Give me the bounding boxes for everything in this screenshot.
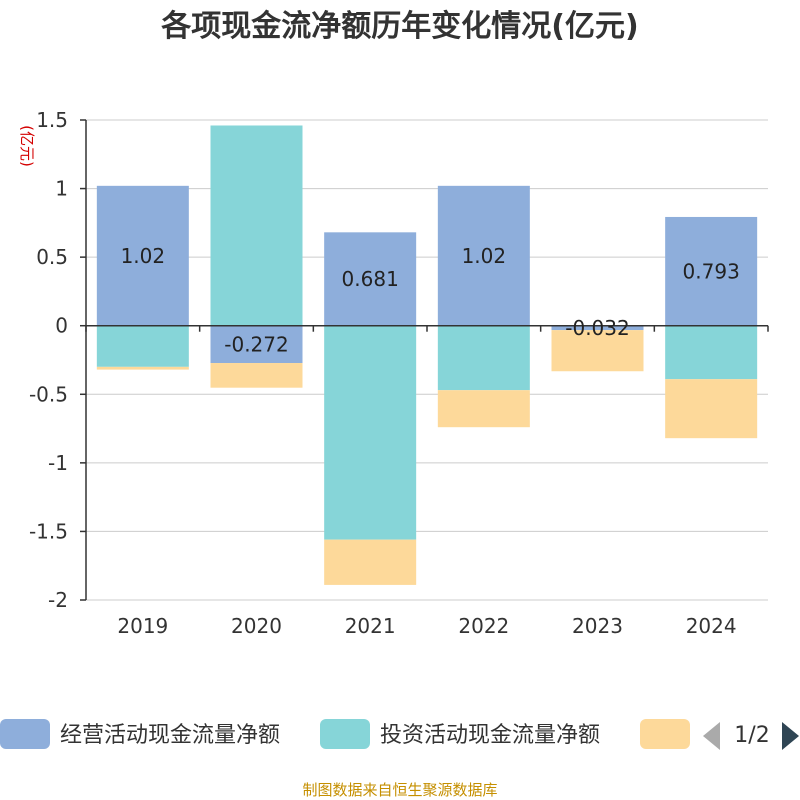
chart-title: 各项现金流净额历年变化情况(亿元) [160,9,638,44]
source-note: 制图数据来自恒生聚源数据库 [302,781,497,799]
bar-series-3[interactable] [324,539,417,585]
legend-page-indicator: 1/2 [734,723,769,748]
bar-series-2[interactable] [324,325,417,540]
bar-series-1[interactable] [665,216,758,326]
legend-label[interactable]: 投资活动现金流量净额 [380,723,600,748]
x-tick-label: 2019 [117,614,168,638]
data-label: 0.793 [683,259,740,283]
bar-series-1[interactable] [324,232,417,326]
x-tick-label: 2021 [345,614,396,638]
x-tick-label: 2022 [458,614,509,638]
data-label: 1.02 [121,244,166,268]
bar-series-2[interactable] [96,325,189,367]
legend-label[interactable]: 经营活动现金流量净额 [60,723,280,748]
y-tick-label: -1.5 [29,519,68,543]
bar-series-2[interactable] [437,325,530,391]
data-label: -0.032 [565,316,629,340]
legend-swatch[interactable] [640,719,690,749]
legend-prev-icon[interactable] [703,722,720,750]
bar-series-1[interactable] [210,325,303,364]
bar-series-3[interactable] [210,363,303,388]
bar-series-2[interactable] [665,325,758,380]
x-tick-label: 2024 [686,614,737,638]
legend-swatch[interactable] [0,719,50,749]
legend-swatch[interactable] [320,719,370,749]
legend-next-icon[interactable] [782,722,799,750]
y-tick-label: -1 [48,451,68,475]
bar-series-2[interactable] [210,125,303,326]
data-label: 0.681 [342,267,399,291]
bar-series-3[interactable] [437,390,530,428]
x-tick-label: 2023 [572,614,623,638]
bar-series-1[interactable] [551,325,644,331]
data-label: -0.272 [224,332,288,356]
y-tick-label: 0 [55,314,68,338]
x-tick-label: 2020 [231,614,282,638]
data-label: 1.02 [462,244,507,268]
bar-series-3[interactable] [551,330,644,372]
bar-series-3[interactable] [96,366,189,370]
y-tick-label: -2 [48,588,68,612]
y-axis-unit: (亿元) [18,125,36,167]
y-tick-label: -0.5 [29,382,68,406]
bar-series-3[interactable] [665,379,758,439]
bar-series-1[interactable] [437,185,530,326]
y-tick-label: 0.5 [36,245,68,269]
bar-series-1[interactable] [96,185,189,326]
y-tick-label: 1 [55,177,68,201]
y-tick-label: 1.5 [36,108,68,132]
